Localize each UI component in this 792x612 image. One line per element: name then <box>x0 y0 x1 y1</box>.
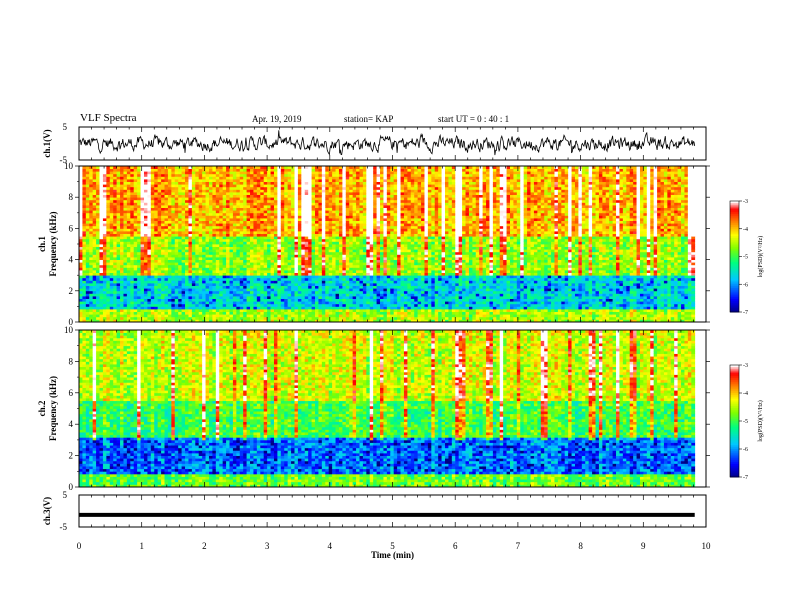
ch2-spec-heatmap-cells <box>79 330 695 487</box>
ch2-spec-colorbar-label: log(PSD)(V²/Hz) <box>757 400 764 441</box>
ch1-ylabel: ch.1(V) <box>42 129 52 157</box>
vlf-spectra-figure: 5 -5 ch.1(V) 0 2 4 6 8 10 ch.1Frequency (kHz) 0 2… <box>0 0 792 612</box>
ch1-colorbar: -3 -4 -5 -6 -7 log(PSD)(V²/Hz) <box>730 199 764 316</box>
ch3-ylabel: ch.3(V) <box>42 497 52 525</box>
time-tick-label: 0 <box>77 541 82 551</box>
ch2-spec-colorbar-tick-label: -4 <box>743 391 748 397</box>
ch2-spec-colorbar-tick-label: -7 <box>743 475 748 481</box>
time-axis-label: Time (min) <box>371 550 414 560</box>
ch2-spec-ylabel: ch.2Frequency (kHz) <box>37 376 58 441</box>
time-tick-label: 2 <box>202 541 207 551</box>
time-tick-label: 6 <box>453 541 458 551</box>
ch1-ytick-label: 5 <box>63 122 68 132</box>
ch1-spec-colorbar-tick-label: -5 <box>743 255 748 261</box>
ch1-spec-colorbar-tick-label: -7 <box>743 310 748 316</box>
ch1-spec-heatmap-cells <box>79 166 695 322</box>
ch1-spec-ytick-label: 10 <box>64 161 74 171</box>
ch2-spec-ytick-label: 6 <box>69 388 74 398</box>
time-tick-label: 9 <box>641 541 646 551</box>
ch1-spec-colorbar-label: log(PSD)(V²/Hz) <box>757 236 764 277</box>
time-tick-label: 8 <box>578 541 583 551</box>
ch1-spec-ytick-label: 4 <box>69 255 74 265</box>
ch1-spec-ylabel: ch.1Frequency (kHz) <box>37 211 58 276</box>
ch2-spec-ytick-label: 4 <box>69 419 74 429</box>
ch2-colorbar: -3 -4 -5 -6 -7 log(PSD)(V²/Hz) <box>730 363 764 481</box>
ch3-ytick-label: -5 <box>60 522 68 532</box>
ch1-spec-ytick-label: 6 <box>69 223 74 233</box>
ch1-spec-colorbar-tick-label: -6 <box>743 282 748 288</box>
ch1-spec-colorbar-tick-label: -3 <box>743 199 748 205</box>
ch2-spec-colorbar-tick-label: -3 <box>743 363 748 369</box>
ch3-waveform-panel: 5 -5 ch.3(V) <box>42 490 706 532</box>
ch2-spec-ytick-label: 10 <box>64 325 74 335</box>
ch1-spec-colorbar-tick-label: -4 <box>743 227 748 233</box>
ch2-spec-colorbar-tick-label: -6 <box>743 447 748 453</box>
ch3-ytick-label: 5 <box>63 490 68 500</box>
time-tick-label: 7 <box>516 541 521 551</box>
time-tick-label: 4 <box>328 541 333 551</box>
ch2-spec-ytick-label: 2 <box>69 451 74 461</box>
ch2-spectrogram-panel: 0 2 4 6 8 10 ch.2Frequency (kHz) <box>37 325 710 492</box>
ch1-waveform-panel: 5-5ch.1(V) <box>42 122 706 165</box>
ch1-spec-ytick-label: 2 <box>69 286 74 296</box>
ch1-waveform-line <box>79 130 695 155</box>
time-tick-label: 1 <box>139 541 144 551</box>
time-tick-label: 10 <box>702 541 712 551</box>
ch2-spec-colorbar-tick-label: -5 <box>743 419 748 425</box>
ch2-spec-ytick-label: 0 <box>69 482 74 492</box>
ch2-spec-ytick-label: 8 <box>69 356 74 366</box>
ch1-spec-ytick-label: 8 <box>69 192 74 202</box>
time-tick-label: 3 <box>265 541 270 551</box>
